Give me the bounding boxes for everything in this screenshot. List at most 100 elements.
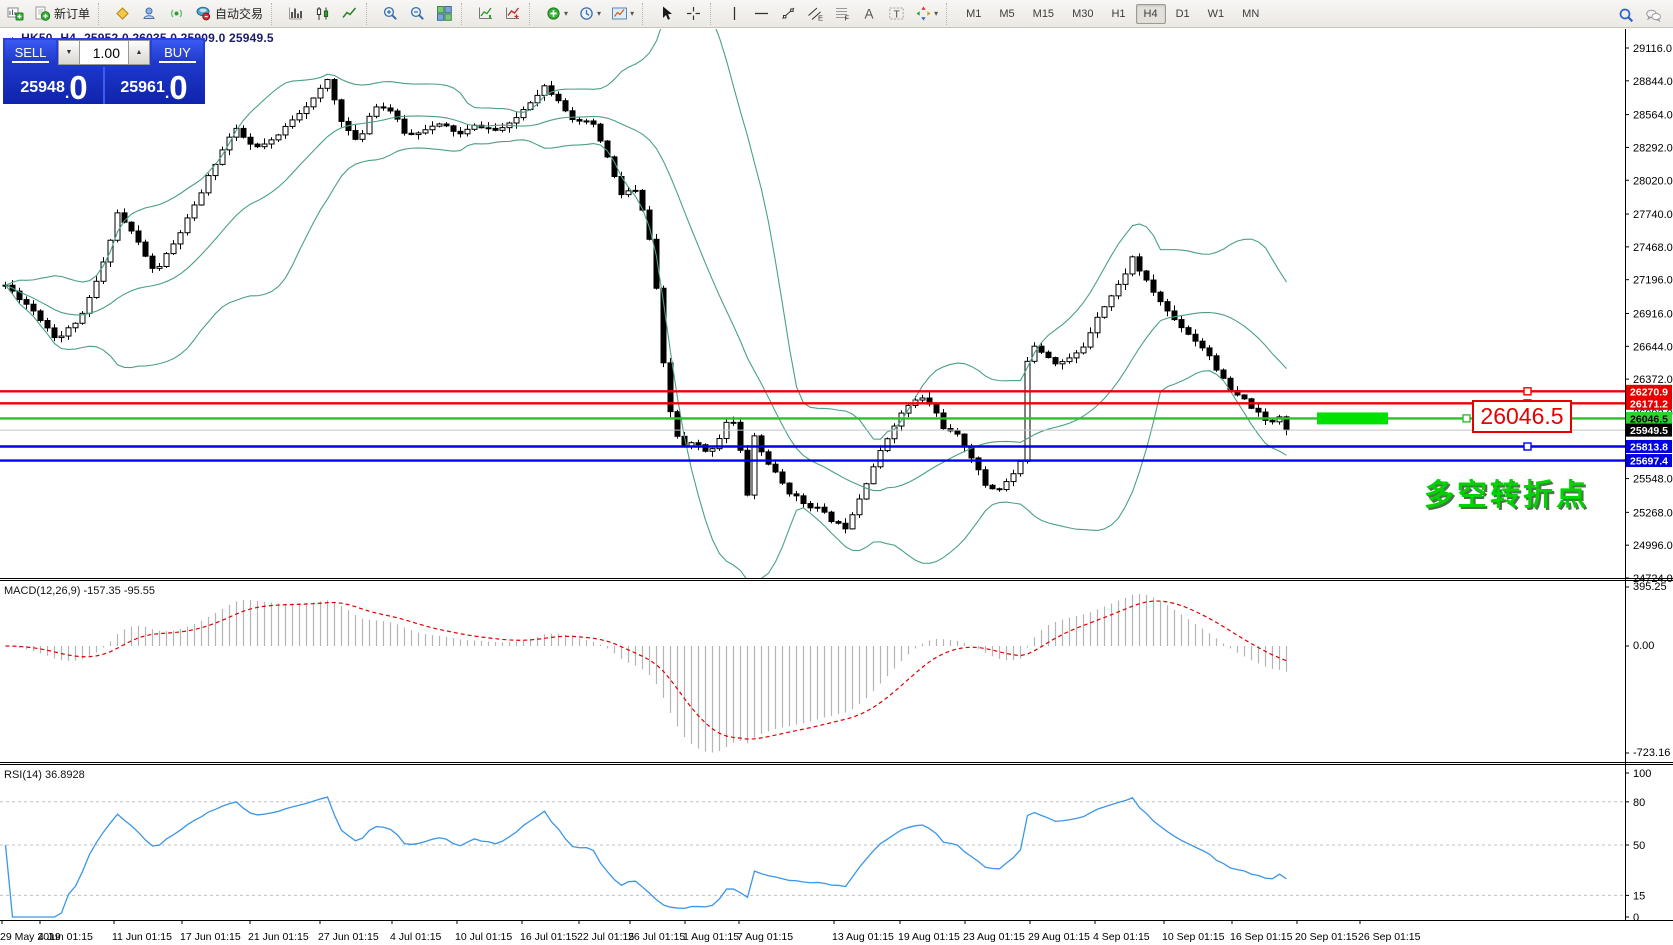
templates-icon: [611, 5, 628, 22]
line-anchor-marker[interactable]: [1523, 387, 1532, 396]
fibonacci-button[interactable]: F: [830, 1, 855, 27]
volume-input[interactable]: 1.00: [80, 40, 128, 65]
search-button[interactable]: [1614, 2, 1639, 28]
svg-text:7 Aug 01:15: 7 Aug 01:15: [737, 931, 793, 943]
svg-text:25268.0: 25268.0: [1633, 507, 1673, 519]
svg-text:26 Sep 01:15: 26 Sep 01:15: [1358, 931, 1421, 943]
rsi-line: [4, 796, 1287, 918]
svg-text:26171.2: 26171.2: [1630, 398, 1668, 410]
svg-text:16 Sep 01:15: 16 Sep 01:15: [1230, 931, 1293, 943]
svg-text:0: 0: [1633, 912, 1639, 924]
toolbar-button-label: 新订单: [54, 7, 91, 21]
crosshair-button[interactable]: [681, 1, 706, 27]
text-label-button[interactable]: T: [884, 1, 909, 27]
dropdown-caret-icon: ▾: [630, 9, 635, 18]
horizontal-line-button[interactable]: [749, 1, 774, 27]
price-axis[interactable]: 29116.0 28844.0 28564.0 28292.0 28020.0 27740…: [1625, 43, 1673, 924]
dropdown-caret-icon: ▾: [597, 9, 602, 18]
svg-text:4 Jul 01:15: 4 Jul 01:15: [390, 931, 442, 943]
new-order-button[interactable]: 新订单: [30, 1, 94, 27]
svg-text:29 May 2019: 29 May 2019: [0, 931, 61, 943]
line-chart-icon: [341, 5, 358, 22]
svg-text:F: F: [845, 14, 850, 23]
svg-text:11 Jun 01:15: 11 Jun 01:15: [112, 931, 172, 943]
buy-price-int: 25961: [120, 79, 165, 96]
volume-decrease-button[interactable]: ▼: [58, 40, 80, 65]
cursor-icon: [658, 5, 675, 22]
buy-price[interactable]: 25961. 0: [105, 67, 203, 104]
svg-text:19 Aug 01:15: 19 Aug 01:15: [898, 931, 960, 943]
bar-chart-button[interactable]: [283, 1, 308, 27]
timeframe-button-w1[interactable]: W1: [1207, 7, 1225, 20]
svg-text:27740.0: 27740.0: [1633, 209, 1673, 221]
svg-text:E: E: [818, 14, 823, 23]
candlestick-chart-button[interactable]: [310, 1, 335, 27]
rsi-level-lines: [0, 801, 1625, 896]
line-price-label: [1626, 439, 1672, 453]
dropdown-caret-icon: ▾: [934, 9, 939, 18]
svg-text:25697.4: 25697.4: [1630, 456, 1668, 468]
add-indicator-button[interactable]: ▾: [541, 1, 572, 27]
buy-price-dot: .: [164, 85, 170, 102]
periods-button[interactable]: ▾: [574, 1, 605, 27]
equidistant-channel-button[interactable]: E: [803, 1, 828, 27]
indicators-window-button[interactable]: [473, 1, 498, 27]
sell-price-dot: .: [64, 85, 70, 102]
chat-button[interactable]: [1641, 2, 1666, 28]
timeframe-button-m5[interactable]: M5: [999, 7, 1015, 20]
text-button[interactable]: A: [857, 1, 882, 27]
objects-window-button[interactable]: [500, 1, 525, 27]
toolbar-right-group: [1613, 2, 1667, 28]
community-button[interactable]: [137, 1, 162, 27]
svg-text:20 Sep 01:15: 20 Sep 01:15: [1295, 931, 1358, 943]
sell-price[interactable]: 25948. 0: [5, 67, 103, 104]
zoom-in-button[interactable]: [378, 1, 403, 27]
svg-text:10 Sep 01:15: 10 Sep 01:15: [1162, 931, 1225, 943]
vertical-line-button[interactable]: [722, 1, 747, 27]
line-chart-button[interactable]: [337, 1, 362, 27]
timeframe-button-d1[interactable]: D1: [1175, 7, 1190, 20]
svg-text:13 Aug 01:15: 13 Aug 01:15: [832, 931, 894, 943]
line-anchor-marker[interactable]: [1462, 414, 1471, 423]
macd-label: MACD(12,26,9) -157.35 -95.55: [4, 585, 156, 597]
timeframe-button-h4[interactable]: H4: [1135, 3, 1166, 24]
svg-text:22 Jul 01:15: 22 Jul 01:15: [577, 931, 634, 943]
timeframe-button-m1[interactable]: M1: [966, 7, 982, 20]
tile-windows-button[interactable]: [432, 1, 457, 27]
bollinger-bands: [5, 29, 1287, 578]
trend-line-button[interactable]: [776, 1, 801, 27]
timeframe-button-h1[interactable]: H1: [1111, 7, 1126, 20]
new-chart-button[interactable]: [3, 1, 28, 27]
line-anchor-marker[interactable]: [1523, 442, 1532, 451]
svg-text:28564.0: 28564.0: [1633, 110, 1673, 122]
timeframe-button-m30[interactable]: M30: [1072, 7, 1094, 20]
text-label-icon: T: [888, 5, 905, 22]
panel-separators: [0, 29, 1673, 921]
auto-trading-icon: [195, 5, 212, 22]
svg-text:16 Jul 01:15: 16 Jul 01:15: [520, 931, 577, 943]
zoom-out-button[interactable]: [405, 1, 430, 27]
chat-icon: [1645, 7, 1662, 24]
timeframe-button-m15[interactable]: M15: [1032, 7, 1055, 20]
auto-trading-button[interactable]: 自动交易: [191, 1, 267, 27]
svg-text:395.25: 395.25: [1633, 581, 1667, 593]
line-price-label: [1626, 411, 1672, 425]
toolbar-separator: [529, 2, 537, 25]
buy-button[interactable]: BUY: [152, 40, 203, 65]
sell-button[interactable]: SELL: [5, 40, 56, 65]
signals-button[interactable]: [164, 1, 189, 27]
svg-text:17 Jun 01:15: 17 Jun 01:15: [180, 931, 241, 943]
svg-text:27 Jun 01:15: 27 Jun 01:15: [318, 931, 379, 943]
volume-increase-button[interactable]: ▲: [128, 40, 150, 65]
svg-text:26372.0: 26372.0: [1633, 374, 1673, 386]
timeframe-button-mn[interactable]: MN: [1242, 7, 1260, 20]
arrows-button[interactable]: ▾: [911, 1, 942, 27]
svg-text:A: A: [865, 7, 874, 22]
cursor-button[interactable]: [654, 1, 679, 27]
templates-button[interactable]: ▾: [607, 1, 638, 27]
svg-text:10 Jul 01:15: 10 Jul 01:15: [455, 931, 512, 943]
market-watch-button[interactable]: [110, 1, 135, 27]
highlight-segment[interactable]: [1317, 412, 1388, 425]
